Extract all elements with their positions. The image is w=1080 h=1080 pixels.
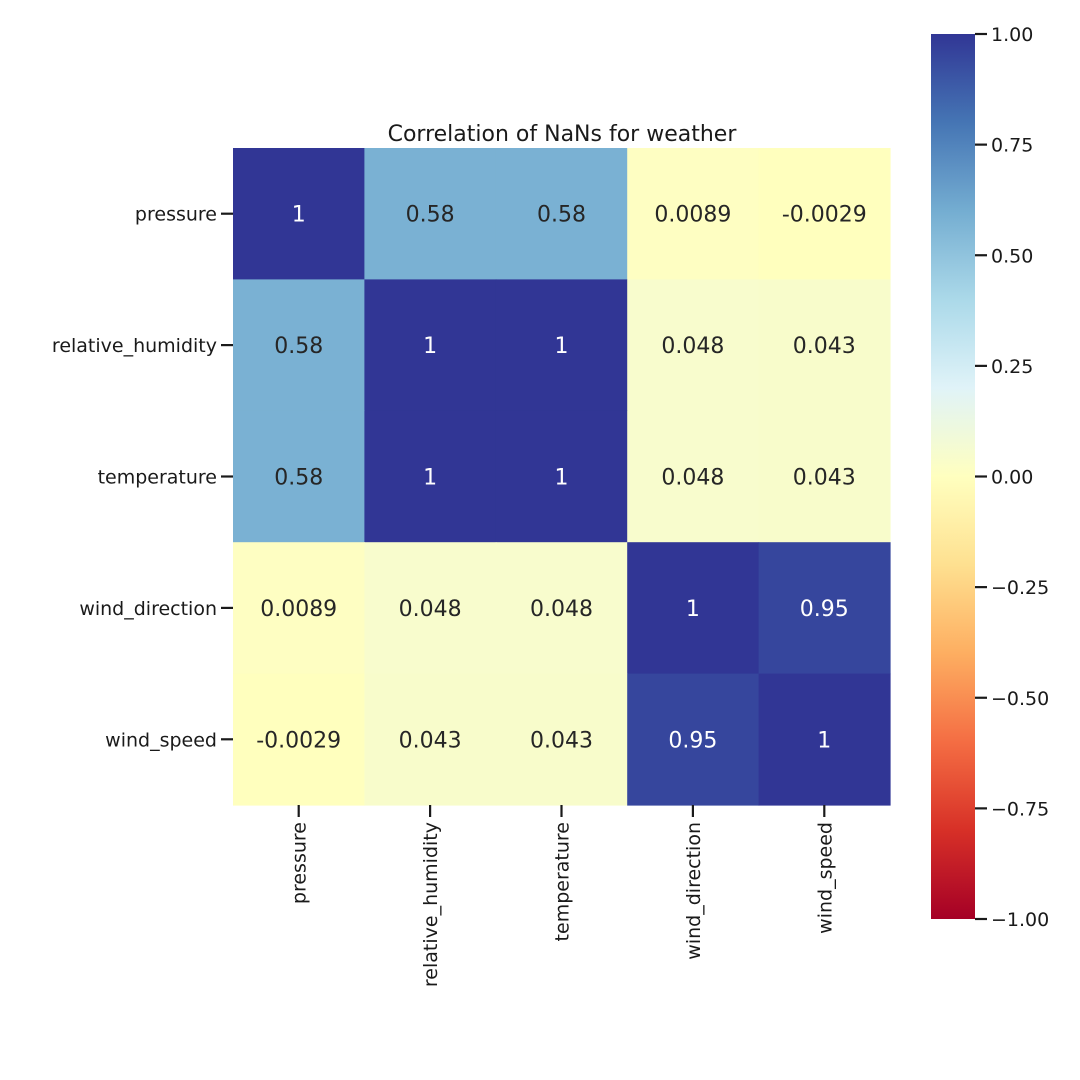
cell-value-label: -0.0029 <box>782 203 867 228</box>
heatmap-cell <box>758 279 891 412</box>
heatmap-cell <box>495 410 628 543</box>
cell-value-label: 0.048 <box>661 466 724 491</box>
cell-value-label: 0.043 <box>530 728 593 753</box>
chart-title: Correlation of NaNs for weather <box>388 122 738 147</box>
cell-value-label: 0.0089 <box>654 203 731 228</box>
cell-value-label: 0.95 <box>800 597 849 622</box>
cell-value-label: 1 <box>555 466 569 491</box>
heatmap-cell <box>495 673 628 806</box>
heatmap-cell <box>627 542 760 675</box>
heatmap-cell <box>627 673 760 806</box>
cell-labels: 1 0.58 0.58 0.0089 -0.0029 0.58 1 1 0.048 0.043 0.… <box>256 203 867 754</box>
heatmap-cell <box>364 673 497 806</box>
colorbar-tick-label: 0.25 <box>991 356 1033 378</box>
cell-value-label: 0.58 <box>274 466 323 491</box>
cell-value-label: 0.048 <box>399 597 462 622</box>
heatmap-cell <box>364 410 497 543</box>
x-tick-label: wind_direction <box>683 822 705 960</box>
heatmap-cell <box>364 542 497 675</box>
colorbar-tick-label: 1.00 <box>991 24 1033 46</box>
y-tick-label: pressure <box>135 204 217 226</box>
cell-value-label: 1 <box>423 334 437 359</box>
y-tick-label: wind_direction <box>79 598 217 620</box>
cell-value-label: -0.0029 <box>256 728 341 753</box>
cell-value-label: 0.043 <box>793 466 856 491</box>
colorbar-tick-label: −0.75 <box>991 798 1049 820</box>
colorbar-tick-label: −0.25 <box>991 577 1049 599</box>
colorbar-tick-label: 0.00 <box>991 467 1033 489</box>
cell-value-label: 0.95 <box>668 728 717 753</box>
x-tick-label: wind_speed <box>814 822 836 934</box>
heatmap-cell <box>758 410 891 543</box>
heatmap-cell <box>495 542 628 675</box>
cell-value-label: 0.048 <box>530 597 593 622</box>
heatmap-cell <box>364 279 497 412</box>
cell-value-label: 0.048 <box>661 334 724 359</box>
heatmap-cell <box>233 148 365 280</box>
y-tick-label: relative_humidity <box>52 335 217 357</box>
cell-value-label: 0.58 <box>274 334 323 359</box>
cell-value-label: 0.58 <box>406 203 455 228</box>
cell-value-label: 1 <box>423 466 437 491</box>
heatmap-cell <box>495 148 628 280</box>
x-axis: pressure relative_humidity temperature wind… <box>289 805 836 987</box>
x-tick-label: relative_humidity <box>420 822 442 987</box>
cell-value-label: 0.043 <box>793 334 856 359</box>
y-axis: pressure relative_humidity temperature wind… <box>52 204 233 751</box>
heatmap-cell <box>233 542 365 675</box>
cell-value-label: 0.0089 <box>260 597 337 622</box>
colorbar: 1.00 0.75 0.50 0.25 0.00 −0.25 −0.50 −0.75 −1.00 <box>931 24 1049 931</box>
heatmap-cell <box>233 279 365 412</box>
colorbar-tick-label: 0.50 <box>991 245 1033 267</box>
heatmap-cell <box>758 542 891 675</box>
x-tick-label: pressure <box>289 822 311 904</box>
heatmap-cell <box>364 148 497 280</box>
heatmap-cell <box>758 673 891 806</box>
cell-value-label: 1 <box>817 728 831 753</box>
heatmap-cell <box>627 410 760 543</box>
heatmap-cell <box>495 279 628 412</box>
heatmap-cell <box>758 148 891 280</box>
colorbar-gradient <box>931 34 975 919</box>
heatmap-cell <box>627 148 760 280</box>
heatmap-cell <box>627 279 760 412</box>
y-tick-label: temperature <box>98 467 217 489</box>
cell-value-label: 0.58 <box>537 203 586 228</box>
cell-value-label: 1 <box>555 334 569 359</box>
cell-value-label: 1 <box>292 203 306 228</box>
colorbar-tick-label: 0.75 <box>991 135 1033 157</box>
cell-value-label: 0.043 <box>399 728 462 753</box>
heatmap-cell <box>233 673 365 806</box>
colorbar-tick-label: −1.00 <box>991 909 1049 931</box>
colorbar-tick-label: −0.50 <box>991 688 1049 710</box>
x-tick-label: temperature <box>552 822 574 941</box>
heatmap-cell <box>233 410 365 543</box>
heatmap-cells <box>233 148 891 806</box>
y-tick-label: wind_speed <box>105 729 217 751</box>
cell-value-label: 1 <box>686 597 700 622</box>
